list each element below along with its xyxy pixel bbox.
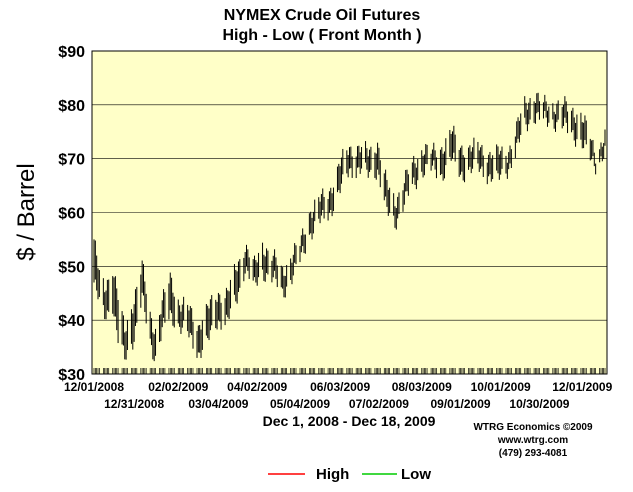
x-axis-ticks: 12/01/2008 02/02/2009 04/02/2009 06/03/2009… (64, 380, 613, 411)
y-tick-label: $80 (58, 98, 85, 115)
x-tick-label: 10/30/2009 (509, 397, 569, 411)
legend-low-label: Low (401, 466, 431, 483)
y-axis-label: $ / Barrel (13, 163, 40, 260)
credit-line-2: www.wtrg.com (497, 435, 568, 446)
legend: High Low (268, 466, 431, 483)
legend-high-label: High (316, 466, 349, 483)
x-tick-label: 07/02/2009 (349, 397, 409, 411)
credit-line-3: (479) 293-4081 (499, 448, 568, 459)
x-tick-label: 02/02/2009 (148, 380, 208, 394)
y-tick-label: $30 (58, 367, 85, 384)
x-tick-label: 10/01/2009 (471, 380, 531, 394)
price-bars (93, 92, 606, 362)
x-tick-label: 09/01/2009 (430, 397, 490, 411)
credit-line-1: WTRG Economics ©2009 (473, 422, 593, 433)
y-tick-label: $40 (58, 313, 85, 330)
chart-subtitle: High - Low ( Front Month ) (222, 27, 421, 44)
y-tick-label: $60 (58, 206, 85, 223)
x-tick-label: 12/01/2009 (552, 380, 612, 394)
x-axis-minor-ticks (93, 368, 606, 374)
y-tick-label: $90 (58, 44, 85, 61)
x-tick-label: 06/03/2009 (310, 380, 370, 394)
x-tick-label: 05/04/2009 (270, 397, 330, 411)
x-axis-label: Dec 1, 2008 - Dec 18, 2009 (263, 413, 436, 429)
y-axis-ticks: $30 $40 $50 $60 $70 $80 $90 (58, 44, 85, 384)
x-tick-label: 12/31/2008 (104, 397, 164, 411)
x-tick-label: 08/03/2009 (392, 380, 452, 394)
x-tick-label: 12/01/2008 (64, 380, 124, 394)
x-tick-label: 03/04/2009 (188, 397, 248, 411)
chart-title: NYMEX Crude Oil Futures (224, 7, 421, 24)
y-tick-label: $70 (58, 152, 85, 169)
x-tick-label: 04/02/2009 (227, 380, 287, 394)
y-tick-label: $50 (58, 259, 85, 276)
